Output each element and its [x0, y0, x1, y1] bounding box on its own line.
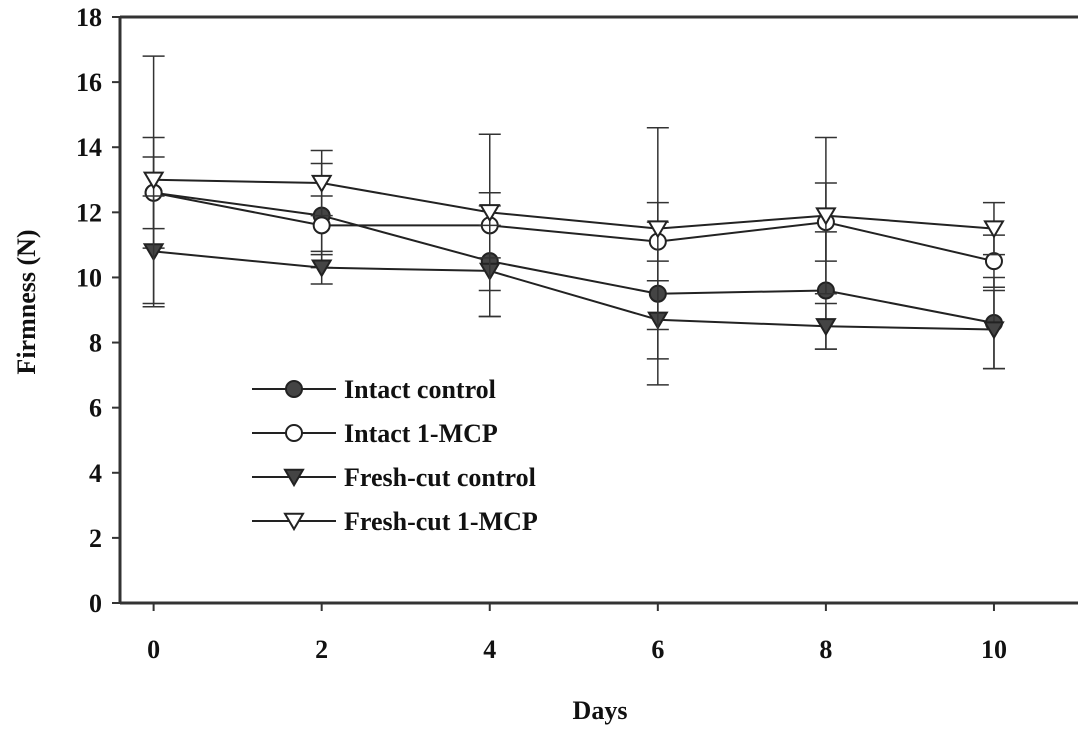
data-point — [310, 259, 333, 278]
y-tick-label: 18 — [76, 3, 102, 32]
x-tick-label: 10 — [981, 635, 1007, 664]
series-line — [153, 250, 994, 331]
series-fresh-cut-1-mcp — [142, 55, 1005, 331]
series-intact-1-mcp — [142, 156, 1005, 288]
legend-label: Intact control — [344, 375, 496, 404]
data-point — [983, 321, 1005, 340]
y-tick-label: 0 — [89, 589, 102, 618]
data-point — [310, 174, 333, 194]
y-tick-label: 14 — [76, 133, 102, 162]
legend-item-intact-1-mcp: Intact 1-MCP — [252, 419, 498, 448]
y-tick-label: 10 — [76, 263, 102, 292]
y-tick-label: 6 — [89, 394, 102, 423]
x-tick-label: 4 — [483, 635, 496, 664]
y-tick-label: 2 — [89, 524, 102, 553]
x-tick-label: 2 — [315, 635, 328, 664]
x-axis-title: Days — [573, 696, 628, 725]
data-point — [647, 220, 669, 239]
series-line — [153, 191, 995, 263]
x-tick-label: 6 — [651, 635, 664, 664]
series-fresh-cut-control — [142, 195, 1005, 370]
y-tick-label: 8 — [89, 329, 102, 358]
legend-item-fresh-cut-control: Fresh-cut control — [252, 463, 536, 492]
x-tick-label: 0 — [147, 635, 160, 664]
data-point — [312, 216, 331, 235]
legend: Intact control Intact 1-MCP Fresh-cut cont… — [252, 375, 538, 536]
series-intact-control — [142, 136, 1005, 386]
data-point — [142, 171, 165, 190]
x-axis: 0 2 4 6 8 10 — [147, 603, 1007, 664]
y-tick-label: 16 — [76, 68, 102, 97]
legend-marker — [283, 512, 305, 532]
y-tick-label: 4 — [89, 459, 102, 488]
legend-label: Intact 1-MCP — [344, 419, 498, 448]
data-point — [815, 318, 837, 337]
data-point — [479, 204, 501, 223]
legend-marker — [285, 380, 303, 398]
y-tick-label: 12 — [76, 198, 102, 227]
y-axis-title: Firmness (N) — [12, 229, 41, 374]
plot-frame — [118, 15, 1078, 605]
y-axis: 0 2 4 6 8 10 12 14 16 18 — [76, 3, 120, 618]
legend-marker — [285, 424, 303, 442]
legend-label: Fresh-cut control — [344, 463, 536, 492]
legend-item-intact-control: Intact control — [252, 375, 496, 404]
x-tick-label: 8 — [819, 635, 832, 664]
legend-item-fresh-cut-1-mcp: Fresh-cut 1-MCP — [252, 507, 538, 536]
series-line — [153, 178, 995, 230]
data-point — [983, 220, 1005, 239]
legend-label: Fresh-cut 1-MCP — [344, 507, 538, 536]
data-point — [984, 252, 1003, 271]
legend-marker — [283, 468, 305, 488]
data-point — [815, 207, 837, 226]
series-line — [153, 191, 995, 325]
series-layer — [142, 55, 1005, 386]
